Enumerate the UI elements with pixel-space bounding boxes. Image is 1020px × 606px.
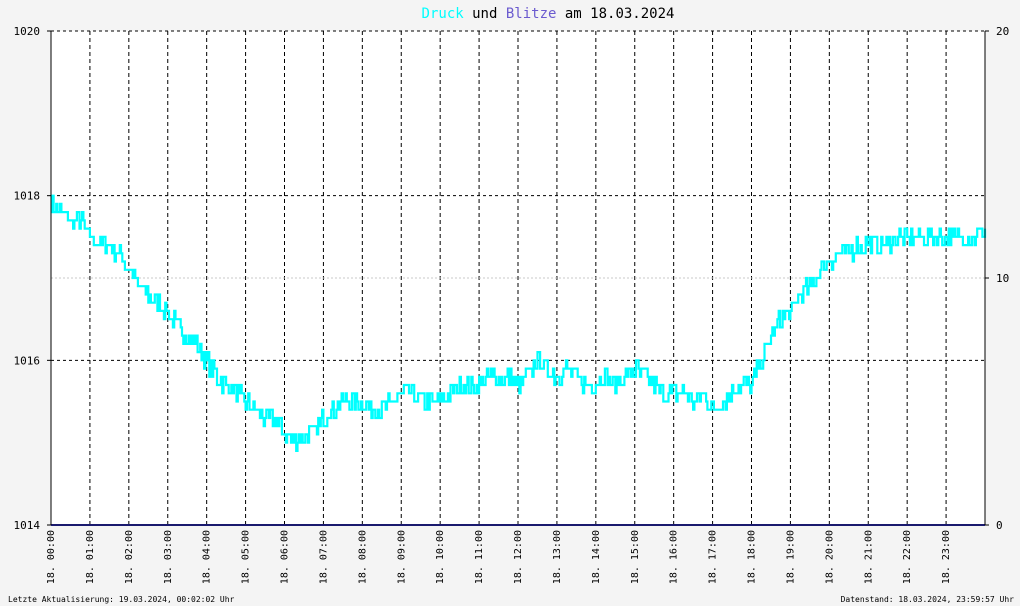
- y-right-tick-label: 10: [996, 272, 1009, 285]
- y-left-tick-label: 1016: [14, 354, 41, 367]
- y-right-tick-label: 0: [996, 519, 1003, 532]
- x-tick-label: 18. 12:00: [513, 530, 524, 584]
- tick-labels: 18. 00:00 18. 01:00 18. 02:00 18. 03:00 18. …: [14, 25, 1010, 584]
- footer-data-state: Datenstand: 18.03.2024, 23:59:57 Uhr: [841, 595, 1015, 604]
- title-date: am 18.03.2024: [556, 6, 674, 22]
- title-connector: und: [464, 6, 506, 22]
- x-tick-label: 18. 03:00: [163, 530, 174, 584]
- x-tick-label: 18. 22:00: [902, 530, 913, 584]
- grid: [51, 30, 985, 525]
- x-tick-label: 18. 02:00: [124, 530, 135, 584]
- x-tick-label: 18. 06:00: [280, 530, 291, 584]
- x-tick-label: 18. 13:00: [552, 530, 563, 584]
- x-tick-label: 18. 17:00: [708, 530, 719, 584]
- axes: [47, 30, 989, 526]
- x-tick-label: 18. 18:00: [747, 530, 758, 584]
- x-tick-label: 18. 15:00: [630, 530, 641, 584]
- x-tick-label: 18. 23:00: [941, 530, 952, 584]
- y-left-tick-label: 1020: [14, 25, 41, 38]
- x-tick-label: 18. 09:00: [396, 530, 407, 584]
- x-tick-label: 18. 20:00: [824, 530, 835, 584]
- x-tick-label: 18. 04:00: [202, 530, 213, 584]
- x-tick-label: 18. 10:00: [435, 530, 446, 584]
- series-layer: [51, 194, 987, 526]
- chart-title: Druck und Blitze am 18.03.2024: [422, 6, 675, 22]
- title-series-druck: Druck: [422, 6, 465, 22]
- x-tick-label: 18. 21:00: [863, 530, 874, 584]
- footer-last-update: Letzte Aktualisierung: 19.03.2024, 00:02…: [8, 595, 235, 604]
- y-right-tick-label: 20: [996, 25, 1009, 38]
- x-tick-label: 18. 07:00: [318, 530, 329, 584]
- x-tick-label: 18. 14:00: [591, 530, 602, 584]
- title-series-blitze: Blitze: [506, 6, 557, 22]
- x-tick-label: 18. 16:00: [669, 530, 680, 584]
- series-line-druck: [51, 194, 987, 452]
- x-tick-label: 18. 01:00: [85, 530, 96, 584]
- x-tick-label: 18. 00:00: [46, 530, 57, 584]
- x-tick-label: 18. 05:00: [241, 530, 252, 584]
- x-tick-label: 18. 08:00: [357, 530, 368, 584]
- x-tick-label: 18. 19:00: [785, 530, 796, 584]
- x-tick-label: 18. 11:00: [474, 530, 485, 584]
- y-left-tick-label: 1018: [14, 190, 41, 203]
- y-left-tick-label: 1014: [14, 519, 41, 532]
